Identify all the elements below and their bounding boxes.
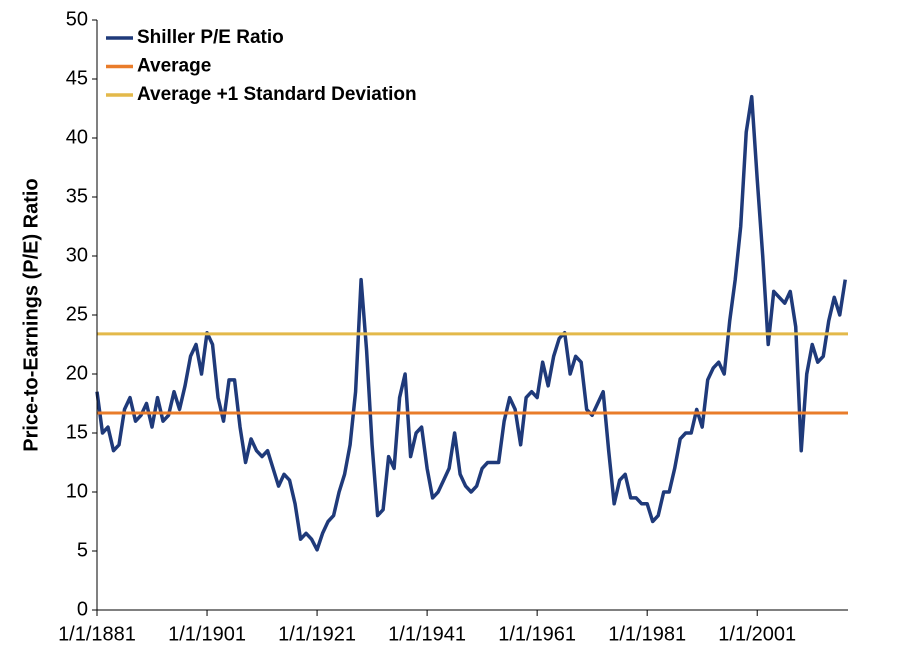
y-tick-label: 50 <box>66 8 88 30</box>
data-line <box>95 94 847 552</box>
y-tick-label: 35 <box>66 185 88 207</box>
x-tick-label: 1/1/1941 <box>388 623 466 645</box>
x-tick-label: 1/1/1981 <box>608 623 686 645</box>
x-tick-label: 1/1/2001 <box>718 623 796 645</box>
y-tick-label: 15 <box>66 421 88 443</box>
y-tick-label: 10 <box>66 480 88 502</box>
y-tick-label: 25 <box>66 303 88 325</box>
y-tick-label: 45 <box>66 67 88 89</box>
y-tick-label: 30 <box>66 244 88 266</box>
x-tick-label: 1/1/1961 <box>498 623 576 645</box>
y-axis-label: Price-to-Earnings (P/E) Ratio <box>20 178 42 451</box>
y-tick-label: 0 <box>77 598 88 620</box>
legend-label: Average <box>137 56 211 77</box>
x-tick-label: 1/1/1921 <box>278 623 356 645</box>
legend-label: Shiller P/E Ratio <box>137 27 284 48</box>
y-tick-label: 5 <box>77 539 88 561</box>
legend-label: Average +1 Standard Deviation <box>137 84 417 105</box>
y-tick-label: 40 <box>66 126 88 148</box>
x-tick-label: 1/1/1901 <box>168 623 246 645</box>
y-tick-label: 20 <box>66 362 88 384</box>
x-tick-label: 1/1/1881 <box>58 623 136 645</box>
